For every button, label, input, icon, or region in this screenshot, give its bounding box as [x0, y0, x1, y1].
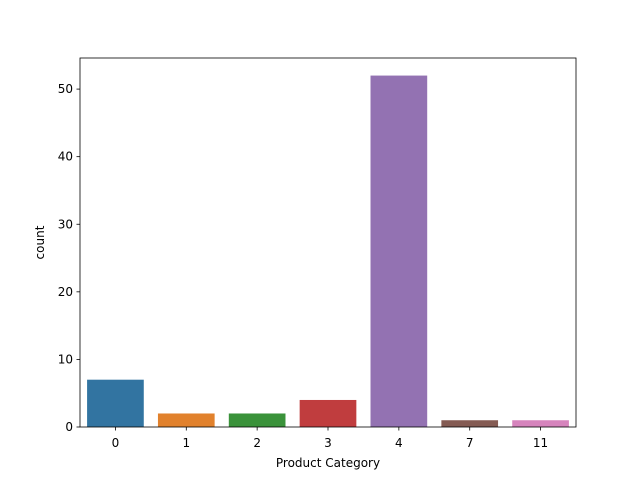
x-tick-label: 4	[395, 436, 403, 450]
bar-4	[370, 75, 428, 428]
x-tick-label: 2	[253, 436, 261, 450]
bar-2	[228, 413, 286, 427]
y-tick-label: 30	[58, 217, 73, 231]
y-tick-label: 50	[58, 82, 73, 96]
bar-3	[299, 399, 357, 427]
x-tick-label: 0	[112, 436, 120, 450]
x-tick-label: 3	[324, 436, 332, 450]
x-tick-label: 1	[182, 436, 190, 450]
bar-0	[87, 379, 144, 427]
bars-group	[87, 75, 569, 428]
y-tick-label: 10	[58, 352, 73, 366]
y-tick-label: 0	[65, 420, 73, 434]
x-axis-ticks: 0 1 2 3 4 7 11	[112, 427, 548, 450]
x-tick-label: 7	[466, 436, 474, 450]
bar-11	[512, 420, 569, 427]
y-tick-label: 20	[58, 285, 73, 299]
bar-1	[157, 413, 215, 427]
y-axis-label: count	[33, 225, 47, 259]
bar-7	[441, 420, 499, 427]
y-tick-label: 40	[58, 150, 73, 164]
plot-frame	[79, 57, 577, 428]
x-axis-label: Product Category	[276, 456, 380, 470]
x-tick-label: 11	[533, 436, 548, 450]
y-axis-ticks: 0 10 20 30 40 50	[58, 82, 80, 434]
